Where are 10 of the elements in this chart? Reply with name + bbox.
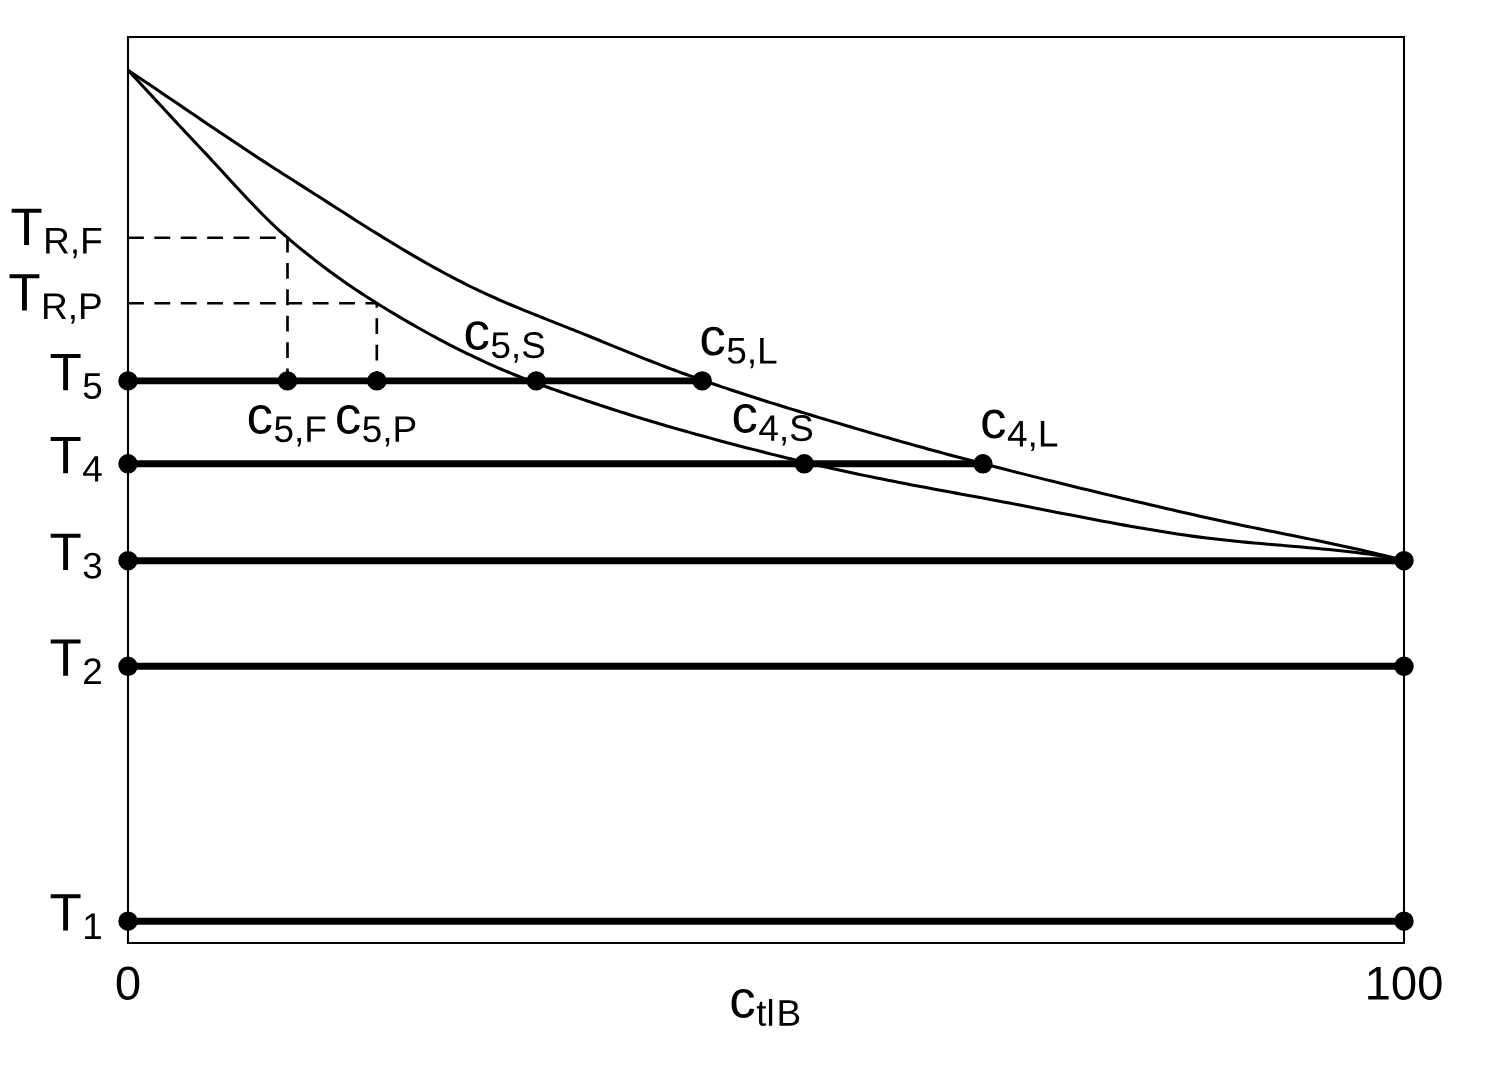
annotation: T$_{2}$	[50, 639, 101, 685]
annotation: T$_{4}$	[50, 436, 102, 482]
x-tick-label: 0	[116, 966, 140, 1000]
annotation: T$_{5}$	[50, 353, 102, 399]
annotation: T$_{3}$	[50, 533, 102, 579]
x-axis-title: c$_{tlB}$	[731, 988, 800, 1027]
annotation: T$_{R,F}$	[11, 208, 102, 259]
annotation: T$_{1}$	[50, 894, 101, 939]
annotation: T$_{R,P}$	[9, 274, 101, 324]
x-tick-label: 100	[1368, 966, 1442, 1000]
